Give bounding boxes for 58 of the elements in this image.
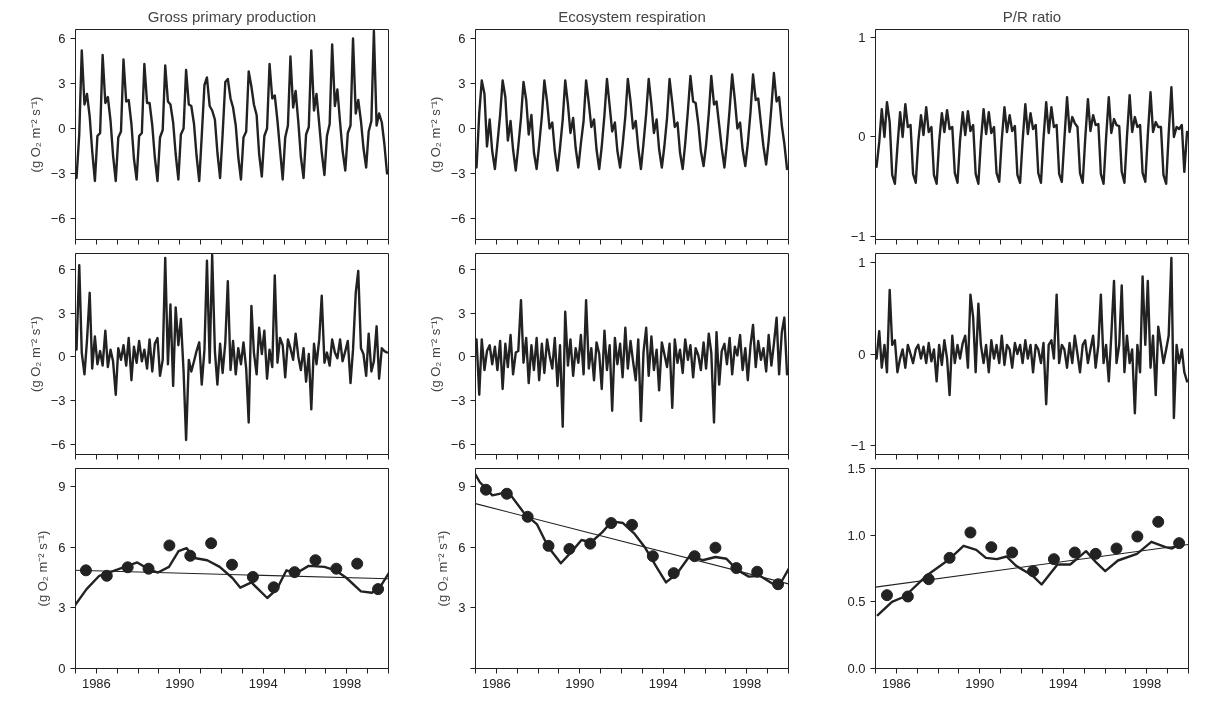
y-axis-title: (g O₂ m⁻² s⁻¹) xyxy=(35,530,51,607)
x-tick-label: 1986 xyxy=(481,675,511,691)
y-tick-label: 0.5 xyxy=(847,594,866,610)
y-tick-label: 9 xyxy=(458,479,466,495)
y-tick-label: 3 xyxy=(58,600,66,616)
y-tick-label: −3 xyxy=(450,393,466,409)
y-tick-label: 0 xyxy=(58,661,66,676)
x-tick-label: 1998 xyxy=(732,675,762,691)
y-tick-label: 0.0 xyxy=(847,661,866,676)
y-tick-label: 3 xyxy=(458,305,466,321)
y-tick-label: 0 xyxy=(458,349,466,365)
y-tick-label: 3 xyxy=(458,600,466,616)
y-tick-label: 0 xyxy=(858,346,866,362)
y-tick-label: 0 xyxy=(458,121,466,136)
chart-title: Ecosystem respiration xyxy=(558,7,706,25)
y-tick-label: −1 xyxy=(850,437,866,453)
y-tick-label: 6 xyxy=(58,31,66,46)
y-axis-title: (g O₂ m⁻² s⁻¹) xyxy=(435,530,451,607)
y-tick-label: −6 xyxy=(450,211,466,226)
y-tick-label: −1 xyxy=(850,229,866,245)
x-tick-label: 1990 xyxy=(965,675,995,691)
y-tick-label: 6 xyxy=(58,262,66,278)
y-axis-title: (g O₂ m⁻² s⁻¹) xyxy=(427,316,443,392)
y-tick-label: 9 xyxy=(58,479,66,495)
y-tick-label: −6 xyxy=(50,436,66,452)
y-tick-label: 1 xyxy=(858,29,866,45)
x-tick-label: 1990 xyxy=(165,675,195,691)
y-tick-label: −3 xyxy=(50,393,66,409)
y-tick-label: 6 xyxy=(458,539,466,555)
y-tick-label: 6 xyxy=(58,539,66,555)
y-tick-label: 3 xyxy=(58,305,66,321)
y-tick-label: −3 xyxy=(50,166,66,181)
chart-title: Gross primary production xyxy=(147,7,317,25)
chart-title: P/R ratio xyxy=(1002,7,1062,25)
y-tick-label: 6 xyxy=(458,262,466,278)
y-axis-title: (g O₂ m⁻² s⁻¹) xyxy=(427,96,443,173)
y-tick-label: 3 xyxy=(458,76,466,91)
y-tick-label: −6 xyxy=(450,436,466,452)
x-tick-label: 1998 xyxy=(332,675,362,691)
y-tick-label: 0 xyxy=(58,349,66,365)
y-tick-label: 0 xyxy=(58,121,66,136)
y-axis-title: (g O₂ m⁻² s⁻¹) xyxy=(27,96,43,173)
x-tick-label: 1994 xyxy=(248,675,278,691)
y-tick-label: 3 xyxy=(58,76,66,91)
y-tick-label: 6 xyxy=(458,31,466,46)
x-tick-label: 1990 xyxy=(565,675,595,691)
x-tick-label: 1994 xyxy=(648,675,678,691)
x-tick-label: 1994 xyxy=(1048,675,1078,691)
x-tick-label: 1986 xyxy=(881,675,911,691)
x-tick-label: 1986 xyxy=(81,675,111,691)
y-tick-label: 1.5 xyxy=(847,461,866,476)
y-tick-label: 0 xyxy=(858,129,866,145)
y-tick-label: 1.0 xyxy=(847,527,866,543)
y-tick-label: 1 xyxy=(858,255,866,271)
y-tick-label: −3 xyxy=(450,166,466,181)
y-axis-title: (g O₂ m⁻² s⁻¹) xyxy=(27,316,43,392)
x-tick-label: 1998 xyxy=(1132,675,1162,691)
y-tick-label: −6 xyxy=(50,211,66,226)
